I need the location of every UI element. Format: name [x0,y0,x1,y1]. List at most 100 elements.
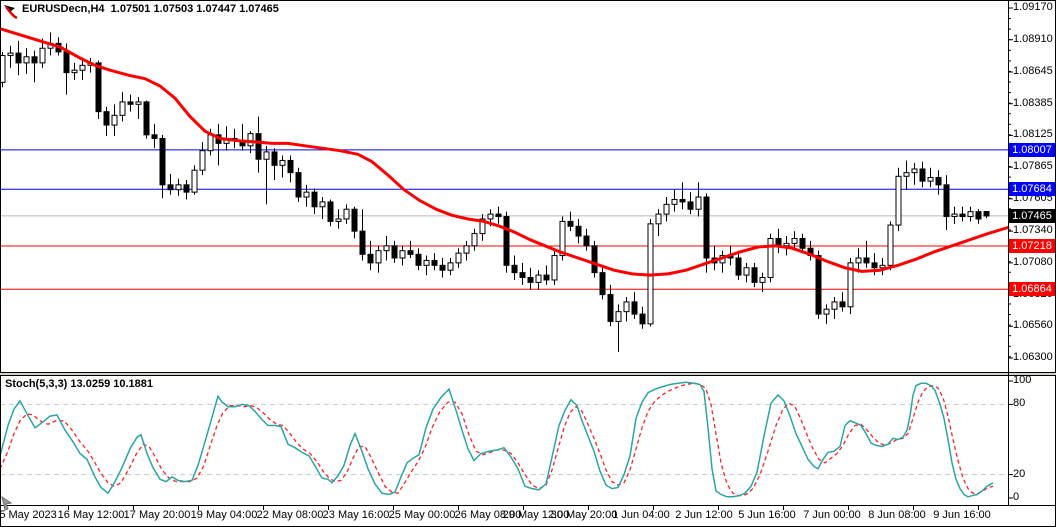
candle-body [743,267,750,276]
candle-body [423,259,430,266]
candle-body [127,101,134,105]
time-axis-label[interactable]: 15 May 2023 [0,509,57,521]
candle-body [799,237,806,249]
time-axis-label[interactable]: 17 May 20:00 [123,509,191,521]
candle-body [535,274,542,283]
candle-body [599,272,606,296]
time-axis-label[interactable]: 5 Jun 16:00 [738,509,796,521]
candle-body [255,133,262,160]
stoch-k-line[interactable] [0,381,994,498]
candle-body [167,184,174,191]
symbol-period-label: EURUSDecn,H4 [22,3,105,15]
candle-body [415,253,422,266]
price-axis-label: 1.08125 [1013,128,1053,141]
candle-body [863,257,870,264]
candle-body [455,252,462,264]
candle-body [471,233,478,247]
candle-body [983,211,990,217]
candle-body [359,230,366,255]
time-axis-label[interactable]: 22 May 08:00 [256,509,324,521]
candle-body [303,191,310,198]
time-axis-label[interactable]: 8 Jun 08:00 [868,509,926,521]
stoch-axis-label: 100 [1013,374,1032,386]
candle-body [15,52,22,64]
time-axis-label[interactable]: 9 Jun 16:00 [933,509,991,521]
candle-body [615,311,622,322]
time-axis-label[interactable]: 30 May 20:00 [550,509,618,521]
candle-body [663,203,670,215]
candle-body [847,262,854,308]
candle-body [407,250,414,255]
candle-body [311,191,318,208]
time-axis-label[interactable]: 2 Jun 12:00 [675,509,733,521]
stoch-d-line[interactable] [0,382,994,497]
stoch-axis-label: 80 [1013,397,1026,410]
candle-body [551,255,558,281]
candle-body [839,301,846,308]
time-axis-label[interactable]: 7 Jun 00:00 [803,509,861,521]
ma-line[interactable] [0,27,1010,277]
candles[interactable] [0,32,990,352]
price-axis-label: 1.07080 [1013,255,1053,268]
time-axis-label[interactable]: 29 May 12:00 [502,509,570,521]
candle-body [103,111,110,126]
candle-body [703,196,710,259]
candle-body [887,224,894,266]
candle-body [943,184,950,218]
candle-body [63,51,70,74]
candle-body [919,168,926,182]
candle-body [335,218,342,222]
candle-body [191,169,198,193]
candle-body [31,56,38,64]
candle-body [735,257,742,276]
price-badge-1.07684[interactable]: 1.07684 [1009,182,1055,197]
candle-body [495,213,502,218]
candle-body [583,235,590,247]
candle-body [519,272,526,279]
candle-body [895,175,902,226]
candle-body [935,177,942,186]
candle-body [959,213,966,218]
candle-body [479,218,486,235]
ohlc-values: 1.07501 1.07503 1.07447 1.07465 [110,3,279,15]
candle-body [831,301,838,310]
candle-body [639,313,646,325]
time-axis-label[interactable]: 1 Jun 04:00 [612,509,670,521]
candle-body [23,56,30,64]
candle-body [575,225,582,237]
candle-body [527,277,534,283]
candle-body [95,62,102,113]
candle-body [655,213,662,225]
candle-body [975,211,982,220]
panel-separator[interactable] [0,372,1056,376]
time-axis-label[interactable]: 19 May 04:00 [190,509,258,521]
time-axis-label[interactable]: 26 May 08:00 [454,509,522,521]
trend-arrow-icon [4,5,18,19]
mouse-cursor-icon [1,495,13,511]
candle-body [175,184,182,191]
candle-body [71,69,78,74]
price-axis-label: 1.06560 [1013,319,1053,332]
price-badge-1.07218[interactable]: 1.07218 [1009,239,1055,254]
candle-body [431,259,438,266]
price-axis-label: 1.07340 [1013,224,1053,237]
candle-body [951,213,958,218]
candle-body [183,184,190,193]
candle-body [7,52,14,57]
indicator-name: Stoch(5,3,3) [5,378,68,390]
time-axis-label[interactable]: 23 May 16:00 [322,509,390,521]
candle-body [135,101,142,105]
price-badge-1.06864[interactable]: 1.06864 [1009,282,1055,297]
price-axis-label: 1.06300 [1013,351,1053,363]
candle-body [159,137,166,186]
candle-body [327,201,334,222]
price-badge-1.08007[interactable]: 1.08007 [1009,142,1055,157]
candle-body [0,55,6,83]
time-axis-label[interactable]: 16 May 12:00 [57,509,125,521]
candle-body [439,264,446,271]
candle-body [927,177,934,182]
time-axis-label[interactable]: 25 May 00:00 [388,509,456,521]
candle-body [591,245,598,274]
candle-body [559,220,566,257]
